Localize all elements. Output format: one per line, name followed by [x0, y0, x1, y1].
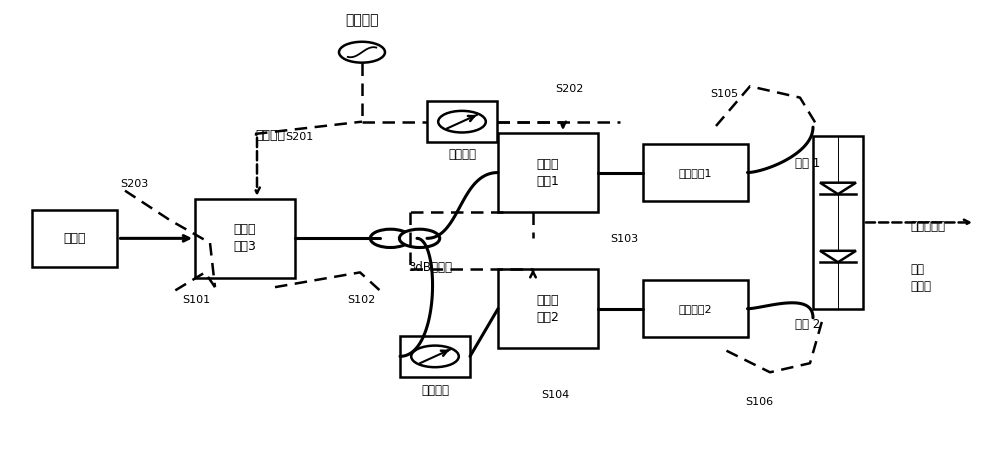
- Bar: [642, 144, 748, 201]
- Bar: [400, 336, 470, 377]
- Text: S203: S203: [120, 179, 148, 189]
- Text: 光滤波器2: 光滤波器2: [678, 304, 712, 314]
- Text: 电衰减器: 电衰减器: [448, 148, 476, 161]
- Text: 支路 2: 支路 2: [795, 318, 820, 331]
- Text: S105: S105: [710, 89, 738, 99]
- Text: 支路 1: 支路 1: [795, 157, 820, 170]
- Text: S101: S101: [182, 295, 210, 305]
- Text: 3dB耦合器: 3dB耦合器: [408, 261, 452, 274]
- Text: 输出电信号: 输出电信号: [910, 221, 945, 233]
- Text: 光衰减器: 光衰减器: [421, 384, 449, 397]
- Text: S103: S103: [610, 234, 638, 244]
- Bar: [813, 136, 863, 309]
- Text: 相位调
制器2: 相位调 制器2: [537, 294, 559, 324]
- Polygon shape: [820, 251, 856, 262]
- Bar: [32, 210, 117, 267]
- Text: 激光器: 激光器: [64, 232, 86, 245]
- Bar: [642, 281, 748, 337]
- Polygon shape: [820, 183, 856, 194]
- Text: 相位调
制器1: 相位调 制器1: [537, 158, 559, 188]
- Text: S202: S202: [555, 84, 583, 94]
- Bar: [498, 133, 598, 212]
- Circle shape: [399, 229, 440, 247]
- Circle shape: [339, 42, 385, 63]
- Text: 相位调
制器3: 相位调 制器3: [234, 223, 256, 253]
- Circle shape: [370, 229, 411, 247]
- Text: 平衡
探测器: 平衡 探测器: [910, 263, 931, 293]
- Circle shape: [411, 345, 459, 367]
- Bar: [498, 269, 598, 349]
- Text: S104: S104: [541, 390, 569, 400]
- Circle shape: [438, 111, 486, 133]
- Text: S106: S106: [745, 397, 773, 407]
- Bar: [195, 199, 295, 278]
- Text: 本振输入: 本振输入: [255, 129, 285, 143]
- Text: 射频输入: 射频输入: [345, 14, 379, 28]
- Bar: [427, 101, 497, 142]
- Text: S201: S201: [285, 132, 313, 142]
- Text: S102: S102: [347, 295, 375, 305]
- Text: 光滤波器1: 光滤波器1: [678, 168, 712, 178]
